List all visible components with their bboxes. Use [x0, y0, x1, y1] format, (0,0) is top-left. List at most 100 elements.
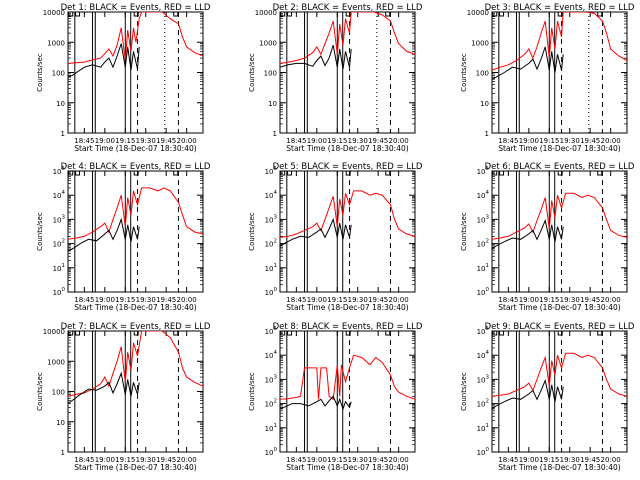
y-tick-label: 100	[53, 287, 66, 297]
top-marker	[287, 11, 293, 17]
x-axis-label: Start Time (18-Dec-07 18:30:40)	[286, 144, 408, 153]
y-tick-label: 102	[265, 239, 277, 249]
x-tick-label: 19:15	[327, 296, 347, 304]
events-series-line	[68, 217, 140, 252]
x-tick-label: 20:00	[177, 456, 197, 464]
events-series-line	[492, 46, 564, 80]
x-tick-label: 19:00	[519, 456, 539, 464]
y-tick-label: 105	[477, 166, 490, 176]
x-tick-label: 19:45	[156, 296, 176, 304]
x-tick-label: 19:00	[519, 137, 539, 145]
top-marker	[133, 330, 139, 336]
y-tick-label: 101	[477, 263, 489, 273]
panel-title: Det 5: BLACK = Events, RED = LLD	[273, 162, 423, 172]
y-tick-label: 104	[477, 350, 490, 360]
y-axis-label: Counts/sec	[36, 53, 44, 92]
y-tick-label: 101	[53, 263, 65, 273]
lld-series-line	[492, 352, 627, 397]
y-tick-label: 104	[265, 190, 278, 200]
x-tick-label: 19:45	[368, 296, 388, 304]
y-tick-label: 1000	[259, 39, 277, 47]
panel-title: Det 8: BLACK = Events, RED = LLD	[273, 322, 423, 332]
detector-7-panel: Det 7: BLACK = Events, RED = LLD 1 10 100 10…	[36, 322, 211, 472]
events-series-line	[280, 395, 352, 411]
y-tick-label: 10000	[467, 9, 489, 17]
x-tick-label: 19:30	[560, 296, 580, 304]
x-tick-label: 19:45	[368, 456, 388, 464]
y-tick-label: 105	[265, 166, 278, 176]
y-tick-label: 1000	[471, 39, 489, 47]
x-axis-label: Start Time (18-Dec-07 18:30:40)	[286, 463, 408, 472]
events-series-line	[280, 45, 352, 70]
y-tick-label: 10000	[43, 9, 65, 17]
x-tick-label: 18:45	[74, 456, 94, 464]
y-axis-label: Counts/sec	[460, 53, 468, 92]
lld-series-line	[280, 354, 415, 401]
events-series-line	[68, 43, 140, 78]
panel-title: Det 4: BLACK = Events, RED = LLD	[61, 162, 211, 172]
y-tick-label: 100	[477, 447, 490, 457]
x-tick-label: 19:00	[519, 296, 539, 304]
y-tick-label: 105	[265, 326, 278, 336]
x-tick-label: 19:45	[580, 456, 600, 464]
x-axis-label: Start Time (18-Dec-07 18:30:40)	[498, 144, 620, 153]
x-tick-label: 20:00	[601, 296, 621, 304]
x-axis-label: Start Time (18-Dec-07 18:30:40)	[498, 463, 620, 472]
x-tick-label: 18:45	[286, 296, 306, 304]
y-tick-label: 100	[265, 447, 278, 457]
y-tick-label: 104	[477, 190, 490, 200]
x-tick-label: 19:00	[95, 456, 115, 464]
x-tick-label: 19:30	[136, 137, 156, 145]
panel-title: Det 9: BLACK = Events, RED = LLD	[485, 322, 635, 332]
lld-series-line	[280, 12, 415, 64]
x-tick-label: 20:00	[177, 296, 197, 304]
y-tick-label: 101	[477, 423, 489, 433]
x-tick-label: 19:45	[156, 137, 176, 145]
y-tick-label: 102	[477, 239, 489, 249]
y-tick-label: 105	[477, 326, 490, 336]
x-tick-label: 19:30	[560, 137, 580, 145]
y-tick-label: 103	[477, 374, 490, 384]
detector-4-panel: Det 4: BLACK = Events, RED = LLD 100 101 10…	[36, 162, 211, 312]
top-marker	[173, 330, 179, 336]
y-tick-label: 1	[273, 130, 277, 138]
y-axis-label: Counts/sec	[248, 53, 256, 92]
x-tick-label: 18:45	[498, 137, 518, 145]
y-axis-label: Counts/sec	[460, 372, 468, 411]
y-tick-label: 10	[268, 100, 277, 108]
top-marker	[499, 330, 505, 336]
top-marker	[345, 170, 351, 176]
x-tick-label: 18:45	[74, 296, 94, 304]
top-marker	[385, 170, 391, 176]
top-marker	[287, 170, 293, 176]
plot-frame	[279, 330, 416, 453]
x-tick-label: 19:15	[539, 296, 559, 304]
lld-series-line	[68, 12, 203, 64]
y-tick-label: 103	[265, 374, 278, 384]
y-tick-label: 10	[480, 100, 489, 108]
detector-9-panel: Det 9: BLACK = Events, RED = LLD 100 101 10…	[460, 322, 635, 472]
top-marker	[345, 330, 351, 336]
top-marker	[385, 330, 391, 336]
top-marker	[287, 330, 293, 336]
top-marker	[557, 170, 563, 176]
x-tick-label: 19:15	[539, 137, 559, 145]
top-marker	[597, 170, 603, 176]
panel-title: Det 3: BLACK = Events, RED = LLD	[485, 3, 635, 13]
y-axis-label: Counts/sec	[248, 212, 256, 251]
x-tick-label: 19:45	[368, 137, 388, 145]
x-tick-label: 19:45	[580, 296, 600, 304]
detector-2-panel: Det 2: BLACK = Events, RED = LLD 1 10 100 10…	[248, 3, 423, 153]
lld-series-line	[492, 12, 627, 71]
top-marker	[75, 11, 81, 17]
y-tick-label: 1000	[47, 39, 65, 47]
y-tick-label: 10000	[255, 9, 277, 17]
top-marker	[133, 11, 139, 17]
events-series-line	[492, 218, 564, 250]
x-tick-label: 19:30	[348, 137, 368, 145]
y-tick-label: 1	[61, 130, 65, 138]
x-axis-label: Start Time (18-Dec-07 18:30:40)	[498, 303, 620, 312]
x-tick-label: 18:45	[498, 456, 518, 464]
x-tick-label: 20:00	[177, 137, 197, 145]
y-tick-label: 1	[61, 449, 65, 457]
